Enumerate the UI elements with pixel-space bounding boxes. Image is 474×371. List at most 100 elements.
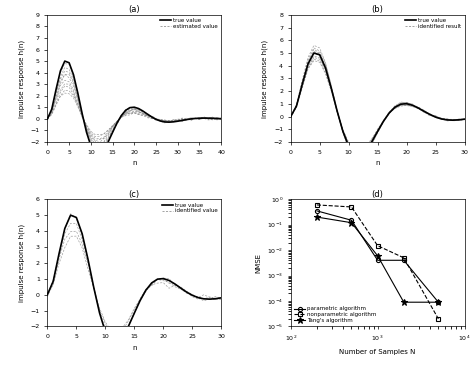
X-axis label: Number of Samples N: Number of Samples N — [339, 349, 416, 355]
true value — [108, 339, 114, 344]
true value — [45, 292, 50, 297]
true value — [97, 152, 102, 156]
true value — [328, 86, 334, 91]
Legend: parametric algorithm, nonparametric algorithm, Tang's algorithm: parametric algorithm, nonparametric algo… — [293, 306, 377, 324]
Y-axis label: impulse response h(n): impulse response h(n) — [18, 224, 25, 302]
Legend: true value, identified value: true value, identified value — [162, 202, 219, 214]
true value — [381, 119, 386, 124]
true value — [127, 105, 133, 110]
true value — [207, 297, 212, 301]
true value — [212, 296, 218, 301]
true value — [143, 288, 149, 292]
true value — [92, 151, 98, 155]
true value — [192, 116, 198, 121]
true value — [101, 147, 107, 152]
true value — [66, 60, 72, 65]
true value — [126, 324, 131, 328]
true value — [102, 329, 108, 334]
true value — [166, 120, 172, 124]
Y-axis label: NMSE: NMSE — [255, 253, 261, 273]
true value — [294, 104, 300, 108]
true value — [91, 285, 97, 290]
true value — [149, 281, 155, 285]
true value — [346, 144, 352, 148]
true value — [288, 114, 293, 119]
true value — [201, 296, 207, 301]
true value — [50, 279, 56, 283]
true value — [190, 293, 195, 298]
X-axis label: n: n — [132, 160, 137, 166]
true value — [433, 115, 438, 119]
Line: nonparametric algorithm: nonparametric algorithm — [315, 203, 440, 321]
true value — [105, 139, 111, 144]
true value — [157, 119, 163, 123]
true value — [71, 72, 76, 77]
true value — [462, 117, 467, 121]
true value — [369, 139, 374, 144]
true value — [53, 87, 59, 92]
Title: (a): (a) — [128, 5, 140, 14]
true value — [145, 112, 150, 116]
true value — [375, 129, 381, 134]
true value — [131, 311, 137, 315]
Line: parametric algorithm: parametric algorithm — [315, 209, 440, 304]
Legend: true value, estimated value: true value, estimated value — [160, 17, 219, 30]
true value — [175, 119, 181, 124]
parametric algorithm — [348, 218, 354, 223]
true value — [404, 102, 410, 106]
Line: true value: true value — [47, 215, 221, 343]
true value — [300, 82, 305, 86]
true value — [45, 117, 50, 121]
true value — [410, 103, 415, 108]
true value — [178, 286, 183, 290]
Y-axis label: impulse response h(n): impulse response h(n) — [18, 39, 25, 118]
true value — [123, 108, 128, 112]
true value — [201, 116, 207, 120]
Line: Tang's algorithm: Tang's algorithm — [313, 214, 442, 306]
Title: (b): (b) — [372, 5, 383, 14]
true value — [210, 116, 215, 121]
true value — [131, 105, 137, 109]
true value — [62, 226, 68, 231]
true value — [219, 296, 224, 300]
true value — [79, 232, 85, 236]
true value — [58, 69, 64, 73]
true value — [438, 117, 444, 121]
true value — [68, 213, 73, 217]
true value — [421, 109, 427, 114]
true value — [188, 117, 194, 121]
true value — [352, 152, 357, 157]
true value — [179, 118, 185, 123]
true value — [137, 298, 143, 303]
true value — [49, 107, 55, 111]
Legend: true value, identified result: true value, identified result — [405, 17, 462, 30]
true value — [88, 144, 94, 148]
true value — [456, 118, 462, 122]
true value — [114, 341, 120, 345]
true value — [155, 277, 160, 281]
Title: (c): (c) — [129, 190, 140, 198]
true value — [62, 59, 68, 63]
Y-axis label: impulse response h(n): impulse response h(n) — [262, 39, 268, 118]
true value — [183, 290, 189, 294]
true value — [219, 116, 224, 121]
nonparametric algorithm — [375, 243, 381, 248]
nonparametric algorithm — [348, 205, 354, 209]
true value — [140, 109, 146, 113]
true value — [149, 115, 155, 119]
true value — [56, 252, 62, 256]
true value — [136, 106, 142, 111]
parametric algorithm — [436, 300, 441, 305]
true value — [392, 105, 398, 109]
true value — [171, 119, 176, 124]
true value — [183, 117, 189, 122]
parametric algorithm — [401, 258, 407, 263]
true value — [317, 53, 322, 57]
true value — [118, 114, 124, 118]
true value — [83, 130, 89, 134]
Tang's algorithm — [314, 215, 320, 219]
true value — [120, 335, 126, 339]
true value — [427, 112, 433, 116]
true value — [214, 116, 220, 121]
true value — [415, 106, 421, 110]
